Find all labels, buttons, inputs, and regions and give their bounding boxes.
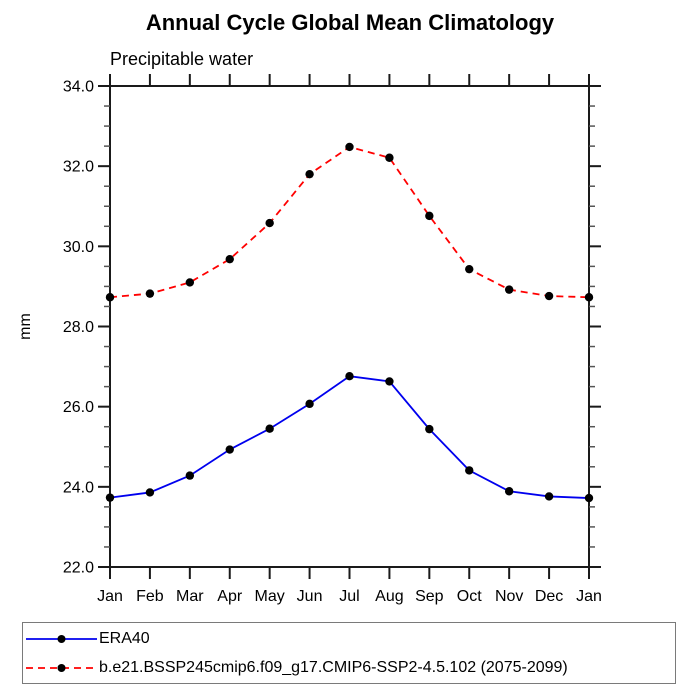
data-point-marker (385, 153, 394, 162)
y-axis-title: mm (17, 313, 34, 340)
data-point-marker (584, 293, 594, 302)
data-point-marker (465, 264, 474, 274)
data-point-marker (504, 487, 514, 496)
data-point-marker (544, 291, 554, 301)
data-point-marker (504, 285, 514, 294)
chart-title: Annual Cycle Global Mean Climatology (145, 10, 555, 35)
x-axis-tick-label: Apr (217, 588, 243, 605)
y-axis-tick-label: 22.0 (63, 560, 94, 577)
y-axis-tick-label: 24.0 (63, 479, 94, 496)
data-point-marker (465, 466, 474, 475)
data-point-marker (105, 293, 115, 302)
data-point-marker (105, 493, 115, 502)
data-point-marker (225, 445, 234, 454)
data-point-marker (305, 399, 314, 409)
x-axis-tick-label: May (255, 588, 285, 605)
data-point-marker (145, 289, 155, 298)
plot-frame (109, 85, 590, 568)
legend-label: ERA40 (99, 629, 150, 647)
x-axis-tick-label: Feb (136, 588, 164, 605)
data-point-marker (425, 424, 434, 434)
y-axis-tick-label: 34.0 (63, 79, 94, 96)
data-point-marker (425, 211, 434, 221)
data-point-marker (225, 254, 234, 264)
legend-line-sample (26, 663, 97, 672)
chart-subtitle: Precipitable water (110, 49, 254, 69)
legend-label: b.e21.BSSP245cmip6.f09_g17.CMIP6-SSP2-4.… (99, 658, 568, 676)
data-point-marker (265, 424, 274, 433)
data-point-marker (185, 278, 195, 287)
series-line-model (109, 145, 590, 299)
legend-item: b.e21.BSSP245cmip6.f09_g17.CMIP6-SSP2-4.… (23, 654, 675, 681)
x-axis-tick-label: Dec (535, 588, 563, 605)
legend-marker-icon (57, 663, 66, 672)
x-axis-tick-label: Nov (495, 588, 523, 605)
x-axis-tick-label: Jun (297, 588, 323, 605)
data-point-marker (345, 372, 354, 381)
x-axis-tick-label: Oct (457, 588, 482, 605)
series-line-era40 (109, 375, 590, 499)
data-point-marker (145, 488, 155, 497)
data-point-marker (385, 377, 394, 386)
y-axis-tick-label: 26.0 (63, 399, 94, 416)
legend-box: ERA40 b.e21.BSSP245cmip6.f09_g17.CMIP6-SS… (22, 622, 676, 684)
data-point-marker (584, 493, 594, 503)
y-axis-tick-label: 32.0 (63, 159, 94, 176)
legend-item: ERA40 (23, 625, 675, 652)
x-axis-tick-label: Aug (375, 588, 403, 605)
x-axis-tick-label: Mar (176, 588, 204, 605)
legend-line-sample (26, 634, 97, 643)
x-axis-tick-label: Sep (415, 588, 444, 605)
data-point-marker (345, 142, 354, 152)
x-axis-tick-label: Jul (339, 588, 359, 605)
x-axis-tick-label: Jan (576, 588, 602, 605)
x-axis-tick-label: Jan (97, 588, 123, 605)
y-axis-tick-label: 28.0 (63, 319, 94, 336)
data-point-marker (544, 492, 554, 501)
data-point-marker (265, 218, 274, 228)
y-axis-tick-label: 30.0 (63, 239, 94, 256)
legend-marker-icon (57, 634, 66, 643)
data-point-marker (185, 471, 195, 480)
data-point-marker (305, 169, 314, 179)
